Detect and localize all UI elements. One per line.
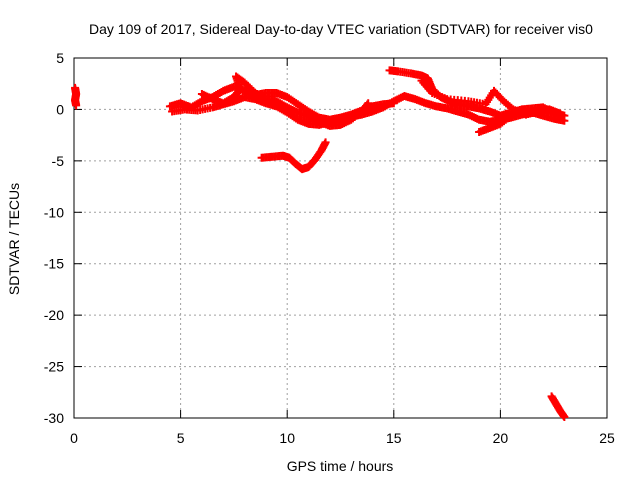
data-point: [321, 138, 330, 147]
plot-frame: [73, 57, 608, 419]
y-tick-label: -5: [52, 153, 65, 169]
y-tick-label: 0: [56, 101, 64, 117]
y-tick-label: -20: [44, 307, 64, 323]
x-tick-label: 5: [177, 430, 185, 446]
data-points: [71, 66, 569, 421]
y-tick-label: -30: [44, 410, 64, 426]
y-tick-label: 5: [56, 50, 64, 66]
data-point: [560, 412, 569, 421]
x-tick-label: 20: [493, 430, 509, 446]
data-point: [560, 111, 569, 120]
data-point: [556, 109, 565, 118]
axis-ticks: 0 5 10 15 20 25 5 0 -5 -10 -15 -20 -25 -30: [44, 50, 615, 446]
data-point: [517, 107, 526, 116]
x-tick-label: 15: [386, 430, 402, 446]
x-tick-label: 25: [599, 430, 615, 446]
x-tick-label: 10: [279, 430, 295, 446]
chart-title: Day 109 of 2017, Sidereal Day-to-day VTE…: [89, 21, 593, 37]
y-axis-label: SDTVAR / TECUs: [6, 183, 22, 295]
y-tick-label: -25: [44, 359, 64, 375]
data-point: [72, 101, 81, 110]
x-axis-label: GPS time / hours: [287, 458, 394, 474]
y-tick-label: -10: [44, 204, 64, 220]
y-tick-label: -15: [44, 256, 64, 272]
data-point: [363, 100, 372, 109]
x-tick-label: 0: [70, 430, 78, 446]
data-point: [364, 99, 373, 108]
